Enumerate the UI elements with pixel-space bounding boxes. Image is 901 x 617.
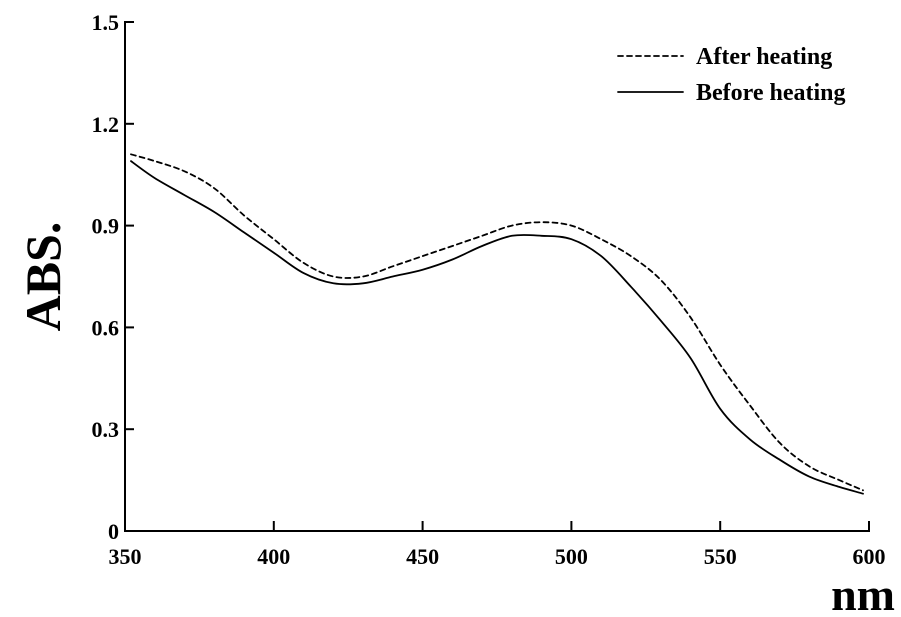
series-line-before-heating [130,160,864,495]
legend: After heating Before heating [617,44,846,106]
x-tick-label: 350 [109,544,142,569]
y-tick-label: 0.3 [92,417,120,442]
y-tick-label: 0.9 [92,214,120,239]
x-tick-label: 450 [406,544,439,569]
axes [124,22,869,532]
y-tick-label: 0 [108,519,119,544]
legend-label-before-heating: Before heating [696,80,846,106]
y-tick-label: 1.2 [92,112,120,137]
y-tick-label: 0.6 [92,315,120,340]
y-tick-label: 1.5 [92,10,120,35]
x-tick-label: 600 [853,544,886,569]
ticks: 0 0.3 0.6 0.9 1.2 1.5 350 400 450 500 550 600 [92,10,886,569]
x-tick-label: 550 [704,544,737,569]
x-tick-label: 500 [555,544,588,569]
legend-label-after-heating: After heating [696,44,832,70]
x-axis-title: nm [831,569,895,617]
series-line-after-heating [130,153,864,492]
x-tick-label: 400 [257,544,290,569]
series-lines [130,153,864,495]
y-axis-title: ABS. [15,222,71,332]
